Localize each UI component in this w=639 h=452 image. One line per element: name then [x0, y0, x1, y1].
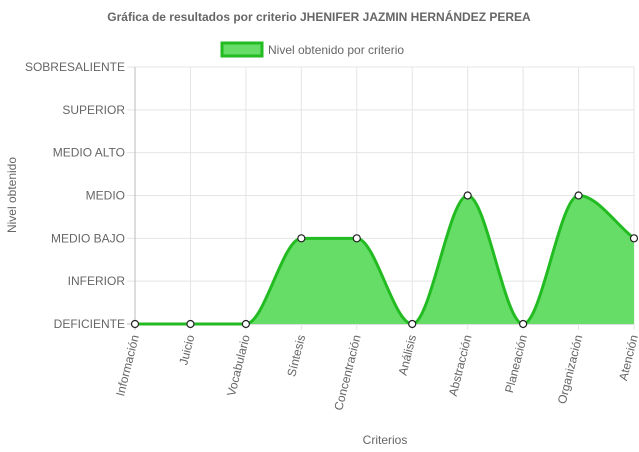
- x-tick-label: Abstracción: [446, 333, 475, 397]
- x-tick-label: Atención: [616, 333, 639, 382]
- x-tick-label: Vocabulario: [224, 333, 253, 398]
- y-tick-label: INFERIOR: [68, 274, 126, 288]
- data-point[interactable]: [408, 319, 417, 329]
- data-points: [130, 191, 639, 329]
- data-point[interactable]: [519, 319, 528, 329]
- legend-label: Nivel obtenido por criterio: [268, 43, 404, 57]
- x-tick-label: Síntesis: [284, 333, 308, 378]
- y-tick-label: SOBRESALIENTE: [25, 60, 125, 74]
- x-axis-ticks: Información Juicio Vocabulario Síntesis Conc…: [113, 333, 639, 412]
- data-point[interactable]: [352, 234, 361, 243]
- legend[interactable]: Nivel obtenido por criterio: [220, 41, 404, 58]
- legend-swatch: [220, 41, 264, 58]
- y-axis-ticks: DEFICIENTE INFERIOR MEDIO BAJO MEDIO MEDIO A…: [25, 60, 125, 331]
- chart-title: Gráfica de resultados por criterio JHENI…: [107, 9, 531, 24]
- x-tick-label: Análisis: [396, 333, 420, 377]
- data-point[interactable]: [297, 234, 306, 243]
- x-tick-label: Juicio: [176, 333, 197, 366]
- data-point[interactable]: [186, 319, 195, 329]
- series-area: [135, 193, 635, 326]
- x-tick-label: Organización: [555, 333, 586, 405]
- series-area-fill: [135, 195, 634, 324]
- y-tick-label: DEFICIENTE: [54, 317, 125, 331]
- data-point[interactable]: [574, 191, 583, 200]
- x-tick-label: Concentración: [331, 333, 363, 411]
- y-tick-label: SUPERIOR: [62, 103, 125, 117]
- y-axis-title: Nivel obtenido: [5, 157, 19, 233]
- x-tick-label: Planeación: [502, 333, 530, 394]
- x-tick-label: Información: [113, 333, 142, 397]
- data-point[interactable]: [241, 319, 250, 329]
- y-tick-label: MEDIO: [86, 189, 125, 203]
- data-point[interactable]: [130, 319, 140, 329]
- y-tick-label: MEDIO BAJO: [51, 231, 125, 245]
- y-tick-label: MEDIO ALTO: [53, 146, 125, 160]
- data-point[interactable]: [629, 234, 639, 243]
- data-point[interactable]: [463, 191, 472, 200]
- x-axis-title: Criterios: [363, 433, 408, 447]
